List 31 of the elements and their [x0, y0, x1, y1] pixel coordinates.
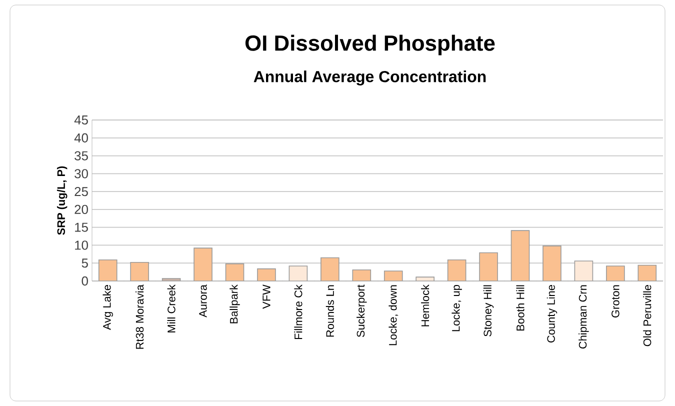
x-tick-label: Avg Lake [102, 285, 113, 330]
x-tick-label: Aurora [199, 284, 207, 318]
x-tick-label: Rounds Ln [326, 285, 334, 337]
y-tick-label: 5 [82, 258, 88, 268]
x-tick-label: Suckerport [356, 284, 367, 338]
y-tick-label: 0 [82, 276, 88, 286]
x-tick-label: Hemlock [421, 284, 430, 326]
chart-subtitle: Annual Average Concentration [254, 70, 486, 86]
x-tick-label: Locke, up [452, 285, 462, 332]
y-tick-label: 30 [74, 169, 88, 178]
y-tick-label: 25 [74, 186, 88, 196]
y-tick-label: 45 [74, 115, 88, 125]
x-tick-label: Old Peruville [643, 285, 652, 346]
x-tick-label: County Line [546, 285, 558, 342]
y-tick-label: 40 [74, 133, 88, 142]
x-tick-label: VFW [262, 284, 270, 309]
x-tick-label: Rt38 Moravia [136, 284, 144, 349]
y-tick-label: 35 [74, 151, 88, 160]
x-tick-label: Locke, down [388, 285, 398, 346]
x-tick-label: Ballpark [230, 284, 240, 324]
y-tick-label: 10 [75, 240, 88, 250]
x-tick-label: Groton [612, 285, 620, 318]
x-tick-label: Fillmore Ck [294, 284, 302, 340]
x-tick-label: Mill Creek [167, 284, 176, 332]
chart-title: OI Dissolved Phosphate [245, 34, 495, 56]
y-tick-label: 15 [75, 222, 88, 232]
y-tick-label: 20 [74, 204, 88, 214]
x-tick-label: Stoney Hill [483, 285, 494, 336]
x-tick-label: Chipman Crn [578, 285, 589, 349]
y-axis-title: SRP (ug/L, P) [56, 166, 68, 235]
x-tick-label: Booth Hill [516, 285, 524, 331]
